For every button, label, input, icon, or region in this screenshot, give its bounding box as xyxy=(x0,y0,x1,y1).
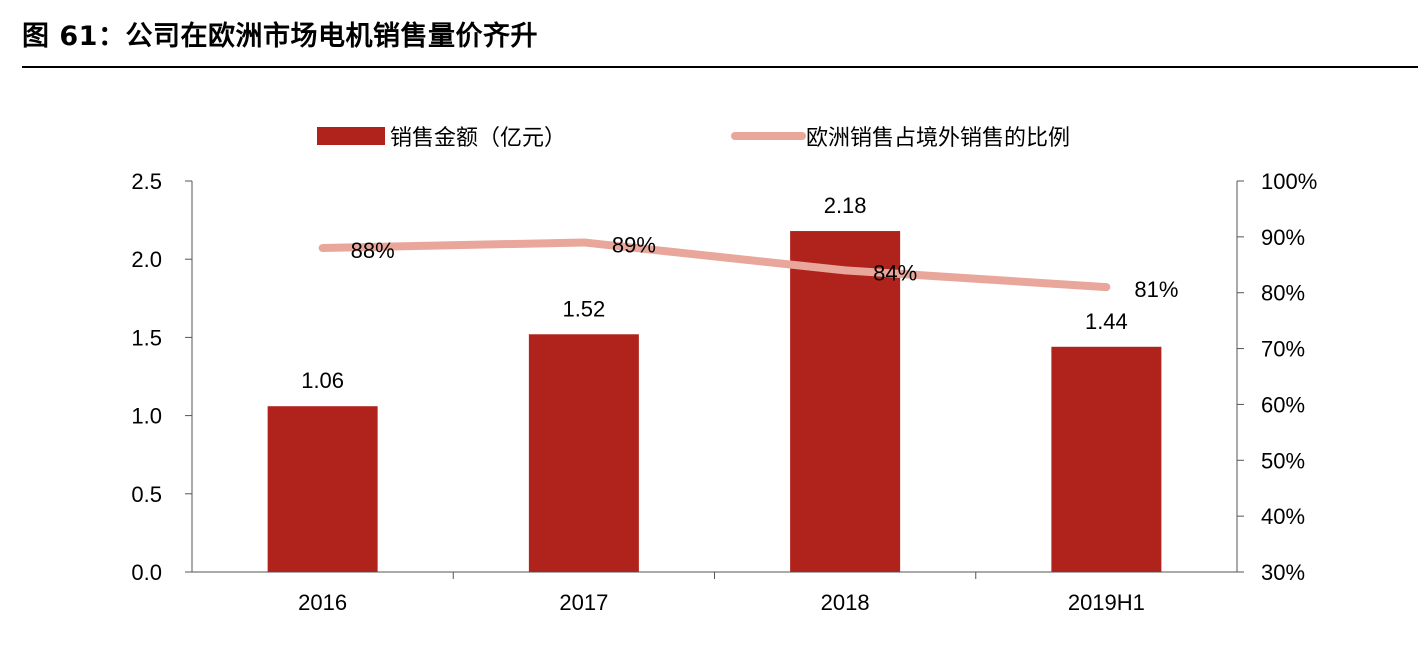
bar-value-label: 1.52 xyxy=(562,296,605,321)
left-axis-tick-label: 1.0 xyxy=(131,404,162,429)
bar-2017 xyxy=(528,334,639,572)
right-axis-tick-label: 50% xyxy=(1261,448,1305,473)
bar-2016 xyxy=(267,406,378,572)
legend: 销售金额（亿元） 欧洲销售占境外销售的比例 xyxy=(317,126,1070,151)
right-axis-tick-label: 90% xyxy=(1261,225,1305,250)
share-line xyxy=(318,238,1111,292)
legend-label-bar: 销售金额（亿元） xyxy=(390,126,566,151)
share-value-label: 88% xyxy=(351,238,395,263)
x-axis-label: 2017 xyxy=(559,590,608,615)
left-axis-tick-label: 1.5 xyxy=(131,325,162,350)
right-axis-tick-label: 70% xyxy=(1261,337,1305,362)
legend-label-line: 欧洲销售占境外销售的比例 xyxy=(806,126,1070,151)
right-axis-tick-label: 30% xyxy=(1261,560,1305,585)
left-axis-tick-label: 0.0 xyxy=(131,560,162,585)
share-value-label: 84% xyxy=(873,260,917,285)
right-axis-tick-label: 60% xyxy=(1261,392,1305,417)
left-axis-tick-label: 2.0 xyxy=(131,247,162,272)
figure-title: 图 61：公司在欧洲市场电机销售量价齐升 xyxy=(22,21,538,52)
bar-value-label: 2.18 xyxy=(824,193,867,218)
plot-area: 0.0 0.5 1.0 1.5 2.0 2.5 30% 40% 50% 60% 70% 80% 90% 1… xyxy=(131,169,1317,615)
share-value-label: 81% xyxy=(1134,277,1178,302)
x-axis-label: 2019H1 xyxy=(1068,590,1145,615)
bar-2018 xyxy=(790,231,901,572)
legend-swatch-bar xyxy=(317,127,385,145)
right-axis-tick-label: 80% xyxy=(1261,281,1305,306)
right-axis-tick-label: 100% xyxy=(1261,169,1317,194)
bar-value-label: 1.06 xyxy=(301,368,344,393)
bar-value-label: 1.44 xyxy=(1085,309,1128,334)
share-value-label: 89% xyxy=(612,232,656,257)
right-axis-tick-label: 40% xyxy=(1261,504,1305,529)
left-axis-tick-label: 0.5 xyxy=(131,482,162,507)
x-axis-label: 2016 xyxy=(298,590,347,615)
bar-2019H1 xyxy=(1051,346,1162,572)
title-divider xyxy=(22,66,1418,68)
left-axis-tick-label: 2.5 xyxy=(131,169,162,194)
x-axis-label: 2018 xyxy=(821,590,870,615)
